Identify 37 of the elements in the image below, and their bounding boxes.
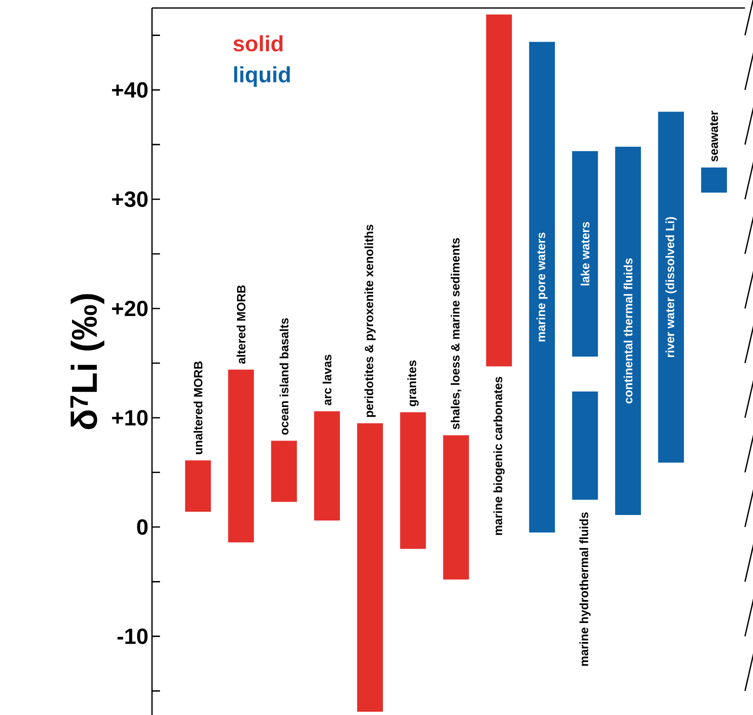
- x-tick-label: marine pore waters: [536, 232, 548, 342]
- bar: [314, 411, 340, 520]
- bar: [400, 412, 426, 549]
- x-tick-label: river water (dissolved Li): [665, 217, 677, 358]
- bar: [185, 460, 211, 512]
- x-tick-label: unaltered MORB: [194, 361, 202, 454]
- text: solid: [233, 35, 283, 52]
- x-tick-label: shales, loess & marine sediments: [450, 238, 462, 430]
- y-tick-label: +10: [112, 410, 148, 426]
- bar: [271, 440, 297, 502]
- y-tick-label: +40: [112, 82, 148, 98]
- y-axis-title: δ$^{7}$Li (‰): [70, 294, 104, 430]
- x-tick-label: lake waters: [580, 222, 590, 286]
- y-tick-label: 0: [137, 519, 148, 535]
- bar: [486, 14, 512, 366]
- x-tick-label: peridotites & pyroxenite xenoliths: [364, 224, 376, 417]
- bar: [658, 112, 684, 463]
- bar: [443, 435, 469, 580]
- x-tick-label: continental thermal fluids: [624, 258, 632, 404]
- bar: [572, 392, 598, 500]
- y-tick-label: +30: [112, 191, 148, 208]
- bar: [529, 42, 555, 532]
- bar: [357, 423, 383, 712]
- x-tick-label: seawater: [710, 110, 718, 162]
- bar: [572, 151, 598, 357]
- x-tick-label: marine biogenic carbonates: [493, 376, 505, 535]
- x-tick-label: arc lavas: [322, 354, 332, 406]
- y-tick-label: -10: [118, 628, 148, 644]
- bar: [701, 168, 727, 193]
- bar: [615, 146, 641, 516]
- x-tick-label: ocean island basalts: [280, 318, 288, 435]
- annotation: marine hydrothermal fluids: [579, 512, 591, 666]
- text: liquid: [234, 66, 290, 87]
- x-tick-label: altered MORB: [236, 285, 246, 364]
- y-tick-label: +20: [112, 300, 148, 316]
- bar: [228, 370, 254, 542]
- x-tick-label: granites: [407, 360, 419, 406]
